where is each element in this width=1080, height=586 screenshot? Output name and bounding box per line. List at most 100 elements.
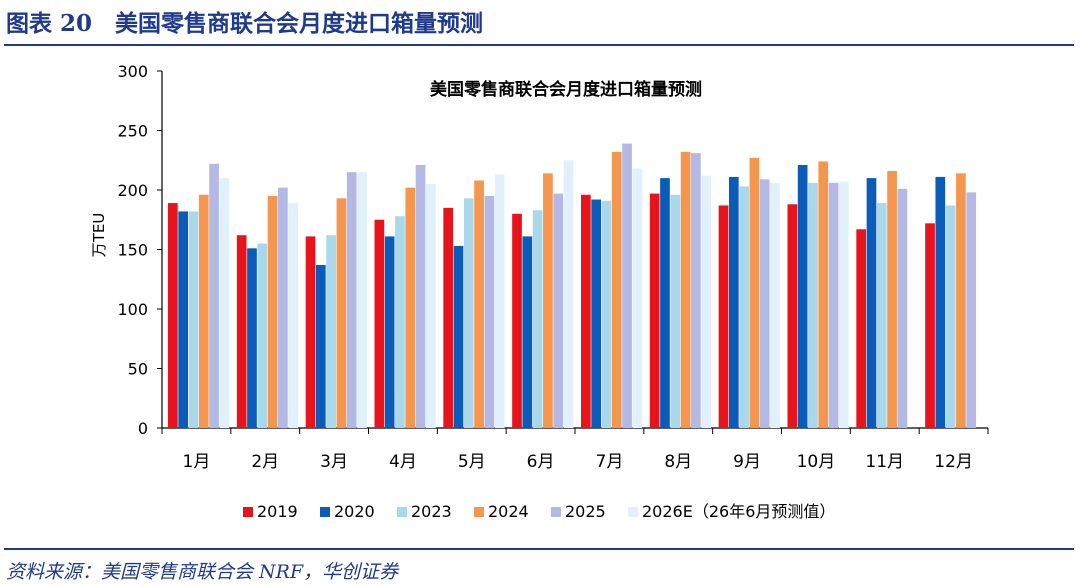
bar [966,192,977,428]
figure-caption: 图表 20 美国零售商联合会月度进口箱量预测 [6,10,484,37]
bar [346,172,357,428]
x-tick-label: 2月 [251,452,279,472]
bar [326,235,336,428]
bar [749,157,760,428]
y-tick-label: 50 [128,360,148,379]
bar [315,264,326,428]
legend-swatch [243,507,253,517]
bar [866,178,877,428]
bar [443,207,454,428]
bar [453,245,464,428]
bar [236,235,247,428]
y-tick-label: 300 [117,62,148,81]
bar [632,168,643,428]
bar [395,216,405,428]
bar [305,236,316,428]
y-tick-label: 250 [117,122,148,141]
x-tick-label: 12月 [934,452,973,472]
bar [474,180,484,428]
bar [718,205,729,428]
bar [563,160,574,428]
x-tick-label: 10月 [797,452,836,472]
bar [178,211,188,428]
legend-swatch [474,507,484,517]
bar [219,178,230,428]
bar [759,179,770,428]
bar [267,195,278,428]
bar [649,193,660,428]
bar [357,172,367,428]
bar [168,203,178,428]
bar [611,151,622,429]
bar [876,203,887,428]
bar [512,213,522,428]
legend-swatch [397,507,407,517]
bar [278,187,288,428]
x-tick-label: 4月 [389,452,417,472]
bar [670,194,681,428]
bar [247,248,257,428]
bar [553,193,564,428]
bar [728,176,739,428]
legend-label: 2023 [411,502,452,521]
bar [522,236,533,428]
bar [701,175,712,428]
y-tick-label: 150 [117,241,148,260]
x-tick-label: 1月 [183,452,211,472]
x-tick-label: 11月 [865,452,904,472]
bar [660,178,670,428]
bar [591,199,601,428]
bar [415,165,426,428]
bar [680,151,691,429]
bar [770,182,780,428]
bar [622,143,632,428]
legend-label: 2025 [565,502,606,521]
bar [405,187,416,428]
chart-title: 美国零售商联合会月度进口箱量预测 [430,79,702,100]
bar [887,170,897,428]
footer-rule [4,548,1074,550]
bar [374,219,385,428]
x-tick-label: 8月 [664,452,692,472]
bar [288,203,299,428]
legend-label: 2019 [257,502,298,521]
bar [935,176,946,428]
bar [581,194,591,428]
bar [925,223,935,428]
bar [818,161,829,428]
figure-header: 图表 20 美国零售商联合会月度进口箱量预测 [0,0,1080,46]
legend-label: 2020 [334,502,375,521]
legend-label: 2024 [488,502,529,521]
bar [828,182,839,428]
bar [856,229,867,428]
x-tick-label: 9月 [733,452,761,472]
bar [945,205,956,428]
bar [484,195,495,428]
bar [956,173,966,428]
bar [532,210,543,428]
bar [257,243,268,428]
bar [543,173,553,428]
bar [209,163,219,428]
bar [188,211,199,428]
bar [691,153,701,429]
source-note: 资料来源：美国零售商联合会 NRF，华创证券 [6,561,399,583]
bar [897,188,908,428]
bar [787,204,798,428]
legend-label: 2026E（26年6月预测值） [642,502,835,521]
bar [336,198,347,428]
bar [426,184,436,428]
legend-swatch [628,507,638,517]
bar [839,181,849,428]
x-tick-label: 7月 [596,452,624,472]
y-tick-label: 100 [117,300,148,319]
bar [797,165,808,428]
bar [601,200,612,428]
bar [494,174,505,428]
y-tick-label: 200 [117,181,148,200]
legend-swatch [551,507,561,517]
bar [463,198,474,428]
x-tick-label: 5月 [458,452,486,472]
y-tick-label: 0 [138,419,148,438]
